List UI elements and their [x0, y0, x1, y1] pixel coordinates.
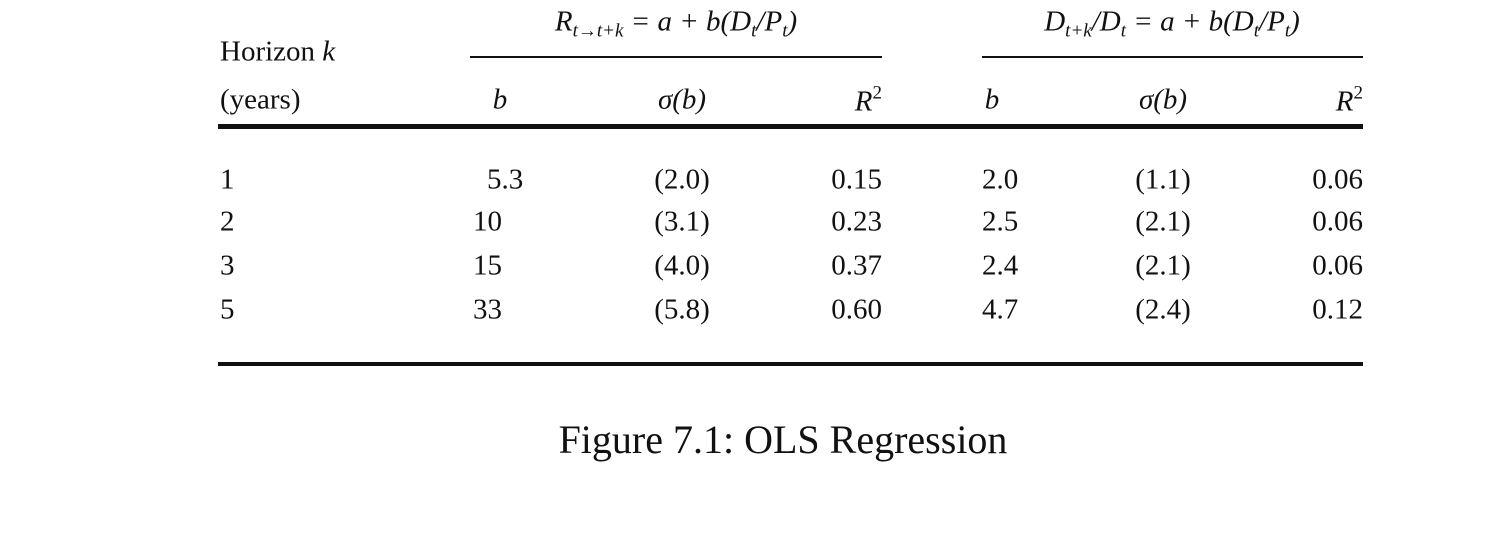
cell: 0.60 — [831, 293, 882, 326]
column-header: σ(b) — [1138, 83, 1188, 116]
column-text: σ(b) — [1138, 83, 1188, 116]
column-text: b — [984, 83, 1000, 116]
formula-sub: t — [1253, 20, 1260, 42]
cell: (2.4) — [1135, 293, 1191, 326]
formula-base: ) — [787, 5, 798, 38]
group-rule — [470, 56, 882, 58]
cell: 10 — [473, 205, 502, 238]
formula-base: /P — [1259, 5, 1285, 38]
horizon-text: Horizon — [220, 35, 316, 68]
top-rule — [218, 124, 1363, 129]
formula-sub: t — [751, 20, 757, 42]
formula-base: = a + b(D — [1126, 5, 1254, 38]
cell: 0.06 — [1312, 163, 1363, 196]
formula-sub: t — [1120, 20, 1127, 42]
group-formula: Dt+k/Dt = a + b(Dt/Pt) — [1044, 5, 1300, 42]
bottom-rule — [218, 362, 1363, 366]
group-formula: Rt→t+k = a + b(Dt/Pt) — [554, 5, 798, 42]
column-header: b — [492, 83, 508, 116]
cell: (2.1) — [1135, 205, 1191, 238]
cell: 4.7 — [982, 293, 1019, 326]
cell: 0.06 — [1312, 205, 1363, 238]
cell: (2.0) — [654, 163, 710, 196]
horizon-var: k — [322, 35, 336, 68]
cell: 5.3 — [487, 163, 524, 196]
horizon-unit: (years) — [220, 83, 301, 116]
formula-sub: t→t+k — [572, 20, 624, 42]
cell: 0.12 — [1312, 293, 1363, 326]
column-header: σ(b) — [657, 83, 707, 116]
cell: 0.37 — [831, 249, 882, 282]
cell: (3.1) — [654, 205, 710, 238]
formula-base: R — [554, 5, 573, 38]
column-text: b — [492, 83, 508, 116]
column-base: R — [1335, 85, 1354, 118]
cell: (4.0) — [654, 249, 710, 282]
row-label: 2 — [220, 205, 235, 238]
column-header: b — [984, 83, 1000, 116]
formula-base: ) — [1290, 5, 1300, 38]
formula-base: /P — [756, 5, 783, 38]
cell: 2.4 — [982, 249, 1019, 282]
cell: 0.23 — [831, 205, 882, 238]
cell: 33 — [473, 293, 502, 326]
column-sup: 2 — [1353, 82, 1364, 104]
column-sup: 2 — [872, 82, 883, 104]
formula-sub: t — [1284, 20, 1291, 42]
cell: 2.5 — [982, 205, 1019, 238]
formula-base: = a + b(D — [623, 5, 752, 38]
cell: (2.1) — [1135, 249, 1191, 282]
cell: 15 — [473, 249, 502, 282]
row-label: 5 — [220, 293, 235, 326]
cell: 0.15 — [831, 163, 882, 196]
caption: Figure 7.1: OLS Regression — [558, 417, 1008, 462]
horizon-label: Horizon k — [220, 35, 336, 68]
formula-base: D — [1044, 5, 1066, 38]
column-text: σ(b) — [657, 83, 707, 116]
cell: (1.1) — [1135, 163, 1191, 196]
cell: (5.8) — [654, 293, 710, 326]
formula-sub: t+k — [1065, 20, 1092, 42]
column-header: R2 — [1336, 84, 1363, 117]
horizon-unit-text: (years) — [220, 83, 301, 116]
group-rule — [982, 56, 1363, 58]
column-base: R — [854, 85, 873, 118]
row-label: 1 — [220, 163, 235, 196]
row-label: 3 — [220, 249, 235, 282]
formula-base: /D — [1091, 5, 1121, 38]
cell: 2.0 — [982, 163, 1019, 196]
column-header: R2 — [855, 84, 882, 117]
formula-sub: t — [782, 20, 788, 42]
cell: 0.06 — [1312, 249, 1363, 282]
